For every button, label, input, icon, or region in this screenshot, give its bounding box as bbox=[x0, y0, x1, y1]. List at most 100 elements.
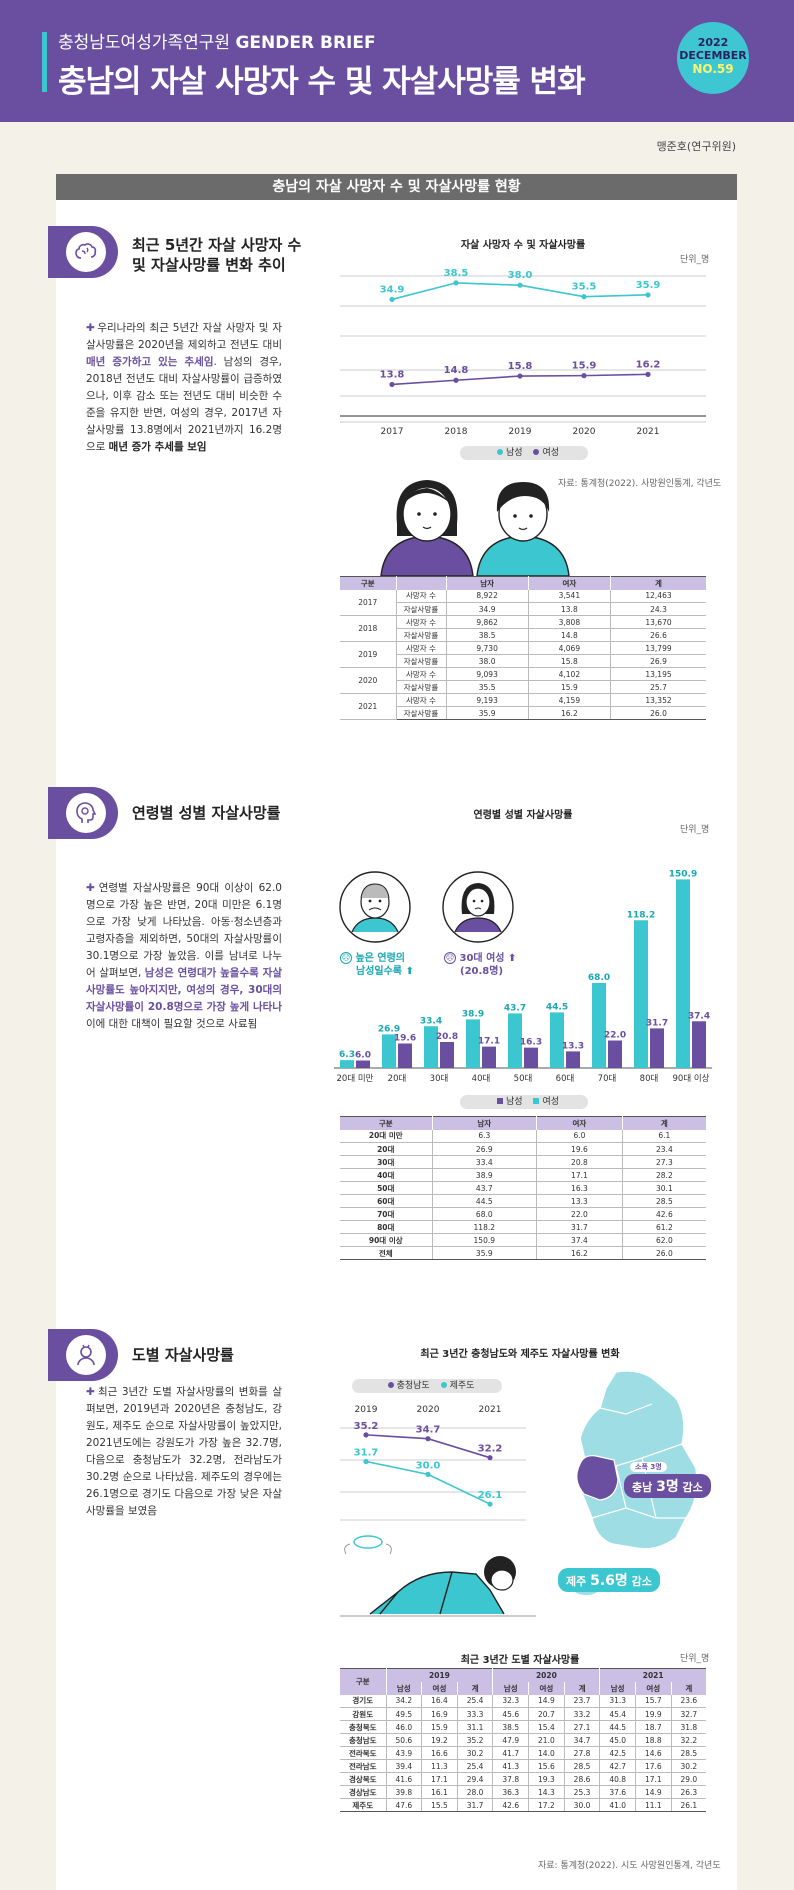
data-point-male bbox=[389, 296, 395, 303]
data-point-충청남도 bbox=[425, 1436, 431, 1442]
data-label-female: 15.9 bbox=[572, 361, 597, 372]
data-point-male bbox=[517, 282, 523, 288]
data-point-male bbox=[645, 292, 651, 298]
chart2-unit: 단위_명 bbox=[680, 825, 710, 835]
legend-male-icon bbox=[497, 1098, 503, 1104]
legend-female-icon bbox=[533, 449, 540, 455]
data-point-female bbox=[517, 373, 523, 379]
author: 맹준호(연구위원) bbox=[656, 140, 736, 153]
table-row: 전라북도 43.9 16.6 30.2 41.7 14.0 27.8 42.5 14.6 28.5 bbox=[340, 1746, 706, 1760]
data-point-제주도 bbox=[363, 1458, 369, 1465]
x-tick-label: 80대 bbox=[640, 1074, 659, 1084]
bar-label: 118.2 bbox=[627, 910, 655, 920]
table-row: 자살사망률 38.0 15.8 26.9 bbox=[340, 654, 706, 668]
data-point-제주도 bbox=[425, 1471, 431, 1477]
people-illustration bbox=[380, 480, 570, 576]
bar-label: 22.0 bbox=[604, 1031, 626, 1041]
table-row: 60대 44.5 13.3 28.5 bbox=[340, 1194, 706, 1208]
elderly-man-illustration bbox=[339, 871, 411, 943]
section3-title: 도별 자살사망률 bbox=[132, 1346, 234, 1364]
young-woman-illustration bbox=[442, 871, 514, 943]
bar-label: 17.1 bbox=[478, 1037, 500, 1047]
sad-face-icon: ☹ bbox=[340, 952, 352, 964]
callout-female-30s: ☹ 30대 여성 ⬆ (20.8명) bbox=[444, 952, 517, 977]
data-label: 34.7 bbox=[416, 1425, 441, 1436]
chart3-legend: 충청남도 제주도 bbox=[352, 1379, 502, 1393]
table-row: 경상남도 39.8 16.1 28.0 36.3 14.3 25.3 37.6 14.9 26.3 bbox=[340, 1785, 706, 1799]
table-row: 20대 미만 6.3 6.0 6.1 bbox=[340, 1129, 706, 1143]
bar-label: 38.9 bbox=[462, 1009, 484, 1019]
map-label-chungnam: 충남 3명 감소 bbox=[624, 1474, 711, 1498]
table-row: 40대 38.9 17.1 28.2 bbox=[340, 1168, 706, 1182]
bar-여성 bbox=[692, 1021, 706, 1068]
data-label-female: 15.8 bbox=[508, 361, 533, 372]
x-tick-label: 2019 bbox=[509, 427, 532, 437]
legend-female-icon bbox=[533, 1098, 540, 1104]
bar-남성 bbox=[592, 983, 606, 1068]
data-label-male: 34.9 bbox=[380, 284, 405, 295]
header-subtitle: 충청남도여성가족연구원 GENDER BRIEF bbox=[58, 33, 376, 53]
data-label: 32.2 bbox=[478, 1444, 503, 1455]
x-tick-label: 70대 bbox=[598, 1074, 617, 1084]
legend-male-icon bbox=[497, 449, 503, 455]
x-tick-label: 20대 미만 bbox=[337, 1074, 374, 1084]
bar-여성 bbox=[650, 1028, 664, 1068]
bar-여성 bbox=[482, 1046, 496, 1068]
table-row: 30대 33.4 20.8 27.3 bbox=[340, 1155, 706, 1169]
arrow-up-icon: ⬆ bbox=[507, 953, 517, 964]
section1-tab bbox=[48, 226, 118, 278]
chart3-line-chart: 2019 2020 2021 35.2 34.7 32.2 31.7 30.0 26.1 bbox=[340, 1405, 526, 1521]
data-label-male: 38.5 bbox=[444, 268, 469, 279]
data-label: 26.1 bbox=[478, 1490, 503, 1501]
bar-남성 bbox=[382, 1034, 396, 1068]
bar-남성 bbox=[424, 1026, 438, 1068]
data-label-male: 35.5 bbox=[572, 282, 597, 293]
section2-text: ✚ 연령별 자살사망률은 90대 이상이 62.0명으로 가장 높은 반면, 20… bbox=[86, 882, 282, 1030]
bar-label: 33.4 bbox=[420, 1016, 442, 1026]
header: 충청남도여성가족연구원 GENDER BRIEF 충남의 자살 사망자 수 및 … bbox=[0, 0, 794, 122]
table-row: 강원도 49.5 16.9 33.3 45.6 20.7 33.2 45.4 19.9 32.7 bbox=[340, 1707, 706, 1721]
sad-face-icon: ☹ bbox=[444, 952, 456, 964]
table-row: 전라남도 39.4 11.3 25.4 41.3 15.6 28.5 42.7 17.6 30.2 bbox=[340, 1759, 706, 1773]
page-title: 충남의 자살 사망자 수 및 자살사망률 변화 bbox=[58, 64, 586, 100]
table-row: 90대 이상 150.9 37.4 62.0 bbox=[340, 1233, 706, 1247]
data-point-female bbox=[581, 373, 587, 379]
bar-label: 43.7 bbox=[504, 1003, 526, 1013]
bar-여성 bbox=[608, 1040, 622, 1068]
table-row: 자살사망률 35.5 15.9 25.7 bbox=[340, 680, 706, 694]
chart1-legend: 남성 여성 bbox=[460, 446, 588, 460]
data-point-male bbox=[581, 294, 587, 300]
callout-elderly: ☹ 높은 연령의 남성일수록 ⬆ bbox=[340, 952, 414, 977]
section2-title: 연령별 성별 자살사망률 bbox=[132, 804, 281, 822]
bar-label: 31.7 bbox=[646, 1018, 668, 1028]
table-row: 20대 26.9 19.6 23.4 bbox=[340, 1142, 706, 1156]
table3-title: 최근 3년간 도별 자살사망률 bbox=[460, 1655, 580, 1666]
bar-label: 150.9 bbox=[669, 869, 697, 879]
x-tick-label: 2019 bbox=[355, 1405, 378, 1415]
table-row: 전체 35.9 16.2 26.0 bbox=[340, 1246, 706, 1260]
arrow-up-icon: ⬆ bbox=[405, 966, 414, 977]
bar-남성 bbox=[676, 879, 690, 1068]
issue-badge: 2022 DECEMBER NO.59 bbox=[677, 22, 749, 94]
bar-남성 bbox=[466, 1019, 480, 1068]
table-yearly-suicide: 구분 남자 여자 계 2017 사망자 수 8,922 3,541 12,463 자살사망률 34… bbox=[340, 576, 706, 720]
table-row: 제주도 47.6 15.5 31.7 42.6 17.2 30.0 41.0 11.1 26.1 bbox=[340, 1798, 706, 1812]
table-age-suicide: 구분 남자 여자 계 20대 미만 6.3 6.0 6.1 20대 26.9 19.6 23.4 30… bbox=[340, 1116, 706, 1260]
x-tick-label: 2020 bbox=[417, 1405, 440, 1415]
bar-label: 19.6 bbox=[394, 1034, 416, 1044]
x-tick-label: 2018 bbox=[445, 427, 468, 437]
bar-남성 bbox=[340, 1060, 354, 1068]
x-tick-label: 30대 bbox=[430, 1074, 449, 1084]
chart2-legend: 남성 여성 bbox=[460, 1095, 588, 1109]
bar-label: 37.4 bbox=[688, 1011, 710, 1021]
table-row: 80대 118.2 31.7 61.2 bbox=[340, 1220, 706, 1234]
section3-text: ✚ 최근 3년간 도별 자살사망률의 변화를 살펴보면, 2019년과 2020년… bbox=[86, 1386, 282, 1517]
table-row: 경기도 34.2 16.4 25.4 32.3 14.9 23.7 31.3 15.7 23.6 bbox=[340, 1694, 706, 1708]
table-row: 2017 사망자 수 8,922 3,541 12,463 bbox=[340, 589, 706, 616]
man-figure bbox=[476, 482, 570, 576]
fallen-person-illustration bbox=[340, 1535, 536, 1617]
bar-여성 bbox=[398, 1043, 412, 1068]
bar-여성 bbox=[524, 1047, 538, 1068]
bar-label: 20.8 bbox=[436, 1032, 458, 1042]
